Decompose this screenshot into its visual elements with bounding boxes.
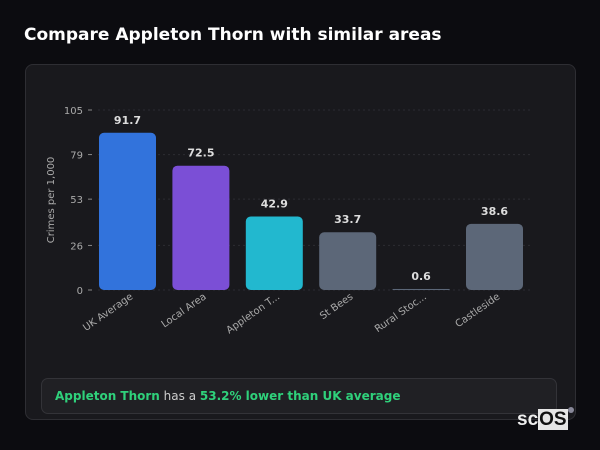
- x-tick-label: St Bees: [318, 291, 355, 322]
- data-label: 33.7: [334, 213, 361, 226]
- y-axis-label: Crimes per 1,000: [46, 157, 57, 244]
- area-name: Appleton Thorn: [55, 389, 160, 403]
- bar[interactable]: [392, 288, 450, 290]
- y-tick-label: 0: [77, 286, 83, 297]
- y-tick-label: 53: [70, 195, 83, 206]
- bar[interactable]: [466, 223, 523, 290]
- comparison-summary: Appleton Thorn has a 53.2% lower than UK…: [41, 378, 557, 414]
- x-tick-label: Appleton T...: [225, 291, 282, 336]
- y-tick-label: 26: [70, 241, 83, 252]
- bar[interactable]: [172, 165, 230, 290]
- x-tick-label: Rural Stoc...: [373, 291, 429, 335]
- scos-logo: scOS: [517, 409, 568, 430]
- data-label: 91.7: [114, 114, 141, 127]
- x-tick-label: Castleside: [454, 291, 503, 330]
- data-label: 0.6: [411, 270, 431, 283]
- bar[interactable]: [319, 232, 377, 290]
- y-tick-label: 79: [70, 151, 83, 162]
- bar[interactable]: [99, 132, 156, 290]
- y-tick-label: 105: [64, 106, 83, 117]
- data-label: 42.9: [261, 197, 288, 210]
- data-label: 38.6: [481, 205, 508, 218]
- bar[interactable]: [245, 216, 303, 290]
- page-title: Compare Appleton Thorn with similar area…: [24, 25, 442, 45]
- comparison-highlight: 53.2% lower than UK average: [199, 389, 401, 403]
- data-label: 72.5: [187, 147, 214, 160]
- x-tick-label: UK Average: [81, 291, 135, 333]
- x-tick-label: Local Area: [160, 291, 209, 330]
- summary-text: has a: [159, 389, 200, 403]
- registered-icon: [568, 407, 574, 413]
